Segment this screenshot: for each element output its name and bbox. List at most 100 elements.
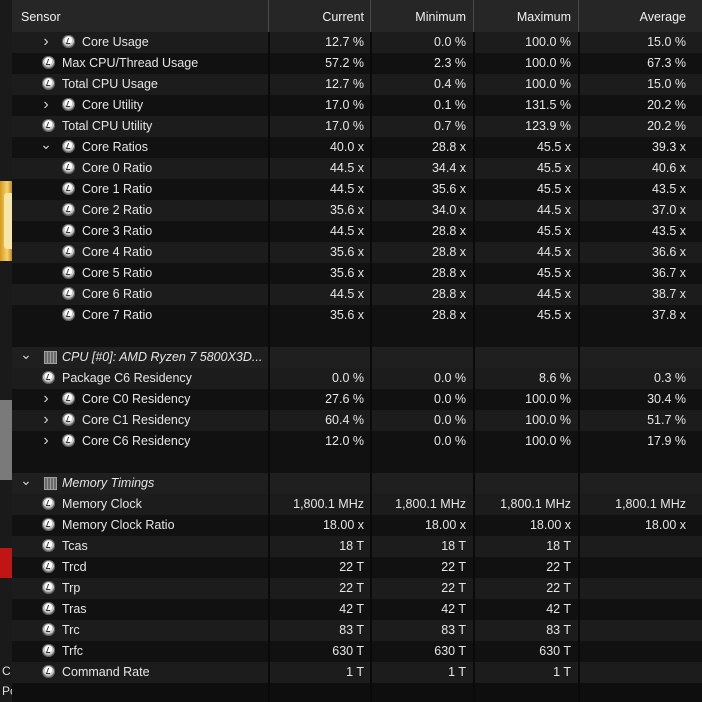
cell-maximum: 44.5 x (536, 245, 571, 259)
chevron-right-icon[interactable]: › (43, 96, 49, 113)
table-row[interactable]: Core 4 Ratio 35.6 x 28.8 x 44.5 x 36.6 x (12, 242, 702, 263)
cell-maximum: 44.5 x (536, 287, 571, 301)
cell-minimum: 22 T (441, 581, 466, 595)
cell-minimum: 83 T (441, 623, 466, 637)
table-row[interactable]: Total CPU Usage 12.7 % 0.4 % 100.0 % 15.0 % (12, 74, 702, 95)
sensor-label: Trp (62, 581, 81, 595)
cell-average: 20.2 % (647, 98, 686, 112)
sensor-gauge-icon (42, 623, 55, 636)
table-row[interactable]: ⌄ Core Ratios 40.0 x 28.8 x 45.5 x 39.3 x (12, 137, 702, 158)
cell-maximum: 8.6 % (539, 371, 571, 385)
cell-maximum: 100.0 % (525, 77, 571, 91)
cell-average: 36.6 x (651, 245, 686, 259)
group-row[interactable]: ⌄ CPU [#0]: AMD Ryzen 7 5800X3D... (12, 347, 702, 368)
table-row[interactable]: Package C6 Residency 0.0 % 0.0 % 8.6 % 0.3 % (12, 368, 702, 389)
table-row[interactable]: Core 0 Ratio 44.5 x 34.4 x 45.5 x 40.6 x (12, 158, 702, 179)
cell-maximum: 45.5 x (536, 161, 571, 175)
table-row[interactable]: Max CPU/Thread Usage 57.2 % 2.3 % 100.0 % 67… (12, 53, 702, 74)
table-row[interactable]: › Core C6 Residency 12.0 % 0.0 % 100.0 % 17.9… (12, 431, 702, 452)
cell-current: 12.0 % (325, 434, 364, 448)
column-divider[interactable] (370, 0, 371, 32)
table-row[interactable]: Command Rate 1 T 1 T 1 T (12, 662, 702, 683)
cell-current: 35.6 x (329, 308, 364, 322)
table-row[interactable]: › Core C1 Residency 60.4 % 0.0 % 100.0 % 51.7… (12, 410, 702, 431)
table-row[interactable]: Core 2 Ratio 35.6 x 34.0 x 44.5 x 37.0 x (12, 200, 702, 221)
sensor-label: Tcas (62, 539, 88, 553)
cell-current: 17.0 % (325, 119, 364, 133)
sensor-gauge-icon (62, 35, 75, 48)
group-label: Memory Timings (62, 476, 155, 490)
cell-minimum: 28.8 x (431, 224, 466, 238)
cell-minimum: 42 T (441, 602, 466, 616)
background-yellow-window (0, 181, 12, 261)
table-row[interactable]: › Core C0 Residency 27.6 % 0.0 % 100.0 % 30.4… (12, 389, 702, 410)
cell-maximum: 100.0 % (525, 56, 571, 70)
cell-average (580, 641, 686, 662)
cell-maximum: 45.5 x (536, 308, 571, 322)
cell-current: 44.5 x (329, 161, 364, 175)
sensor-gauge-icon (42, 644, 55, 657)
chevron-down-icon[interactable]: ⌄ (40, 136, 52, 152)
cell-minimum: 0.0 % (434, 434, 466, 448)
cell-current: 18 T (339, 539, 364, 553)
cell-current: 35.6 x (329, 203, 364, 217)
chevron-down-icon[interactable]: ⌄ (20, 472, 32, 488)
spacer-row (12, 452, 702, 473)
sensor-gauge-icon (62, 182, 75, 195)
chip-icon (44, 351, 57, 364)
sensor-gauge-icon (62, 413, 75, 426)
chevron-right-icon[interactable]: › (43, 390, 49, 407)
sensor-gauge-icon (62, 98, 75, 111)
column-header-maximum[interactable]: Maximum (516, 10, 571, 24)
cell-current: 12.7 % (325, 77, 364, 91)
table-row[interactable]: Tcas 18 T 18 T 18 T (12, 536, 702, 557)
column-header-average[interactable]: Average (639, 10, 686, 24)
table-row[interactable]: Core 5 Ratio 35.6 x 28.8 x 45.5 x 36.7 x (12, 263, 702, 284)
sensor-label: Command Rate (62, 665, 150, 679)
table-row[interactable]: Core 1 Ratio 44.5 x 35.6 x 45.5 x 43.5 x (12, 179, 702, 200)
cell-maximum: 22 T (546, 581, 571, 595)
table-row[interactable]: Trc 83 T 83 T 83 T (12, 620, 702, 641)
cell-current: 35.6 x (329, 266, 364, 280)
table-header: Sensor Current Minimum Maximum Average (12, 0, 702, 33)
table-row[interactable]: › Core Usage 12.7 % 0.0 % 100.0 % 15.0 % (12, 32, 702, 53)
table-row[interactable]: Trcd 22 T 22 T 22 T (12, 557, 702, 578)
chevron-right-icon[interactable]: › (43, 33, 49, 50)
chevron-right-icon[interactable]: › (43, 411, 49, 428)
table-row[interactable]: Memory Clock 1,800.1 MHz 1,800.1 MHz 1,800.… (12, 494, 702, 515)
sensor-gauge-icon (42, 518, 55, 531)
cell-current: 17.0 % (325, 98, 364, 112)
table-row[interactable]: Trfc 630 T 630 T 630 T (12, 641, 702, 662)
table-row[interactable]: Core 7 Ratio 35.6 x 28.8 x 45.5 x 37.8 x (12, 305, 702, 326)
column-header-current[interactable]: Current (322, 10, 364, 24)
cell-minimum: 2.3 % (434, 56, 466, 70)
sensor-label: Core C0 Residency (82, 392, 191, 406)
chevron-down-icon[interactable]: ⌄ (20, 346, 32, 362)
table-row[interactable]: › Core Utility 17.0 % 0.1 % 131.5 % 20.2 % (12, 95, 702, 116)
cell-minimum: 28.8 x (431, 140, 466, 154)
column-divider[interactable] (268, 0, 269, 32)
cell-average: 43.5 x (651, 224, 686, 238)
cell-minimum: 0.7 % (434, 119, 466, 133)
column-divider[interactable] (578, 0, 579, 32)
column-header-sensor[interactable]: Sensor (21, 10, 61, 24)
cell-minimum: 0.0 % (434, 392, 466, 406)
sensor-label: Memory Clock (62, 497, 142, 511)
column-divider[interactable] (473, 0, 474, 32)
cell-current: 18.00 x (322, 518, 364, 532)
column-header-minimum[interactable]: Minimum (415, 10, 466, 24)
table-row[interactable]: Trp 22 T 22 T 22 T (12, 578, 702, 599)
chip-icon (44, 477, 57, 490)
sensor-gauge-icon (62, 224, 75, 237)
table-row[interactable]: Memory Clock Ratio 18.00 x 18.00 x 18.00 x 1… (12, 515, 702, 536)
sensor-gauge-icon (62, 140, 75, 153)
cell-current: 60.4 % (325, 413, 364, 427)
table-row[interactable]: Total CPU Utility 17.0 % 0.7 % 123.9 % 20.2 … (12, 116, 702, 137)
cell-current: 44.5 x (329, 182, 364, 196)
group-row[interactable]: ⌄ Memory Timings (12, 473, 702, 494)
table-row[interactable]: Tras 42 T 42 T 42 T (12, 599, 702, 620)
chevron-right-icon[interactable]: › (43, 432, 49, 449)
table-row[interactable]: Core 6 Ratio 44.5 x 28.8 x 44.5 x 38.7 x (12, 284, 702, 305)
cell-average: 67.3 % (647, 56, 686, 70)
table-row[interactable]: Core 3 Ratio 44.5 x 28.8 x 45.5 x 43.5 x (12, 221, 702, 242)
